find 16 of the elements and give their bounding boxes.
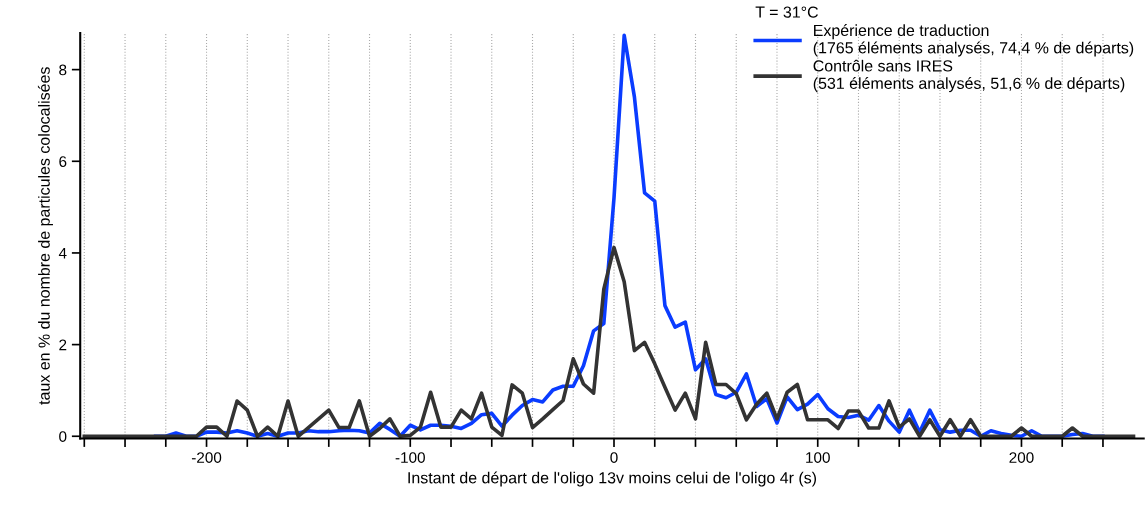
x-tick-label: 200 [1009, 452, 1034, 463]
line-series [82, 245, 1136, 439]
y-tick-label: 2 [59, 339, 67, 351]
legend-title: T = 31°C [755, 6, 818, 18]
legend-label: Expérience de traduction (1765 éléments analysés, 74,4 % de départs) [813, 24, 1134, 57]
y-tick-label: 0 [59, 431, 67, 442]
legend-label: Contrôle sans IRES (531 éléments analysés, 51,6 % de départs) [813, 59, 1125, 93]
x-tick-label: 100 [806, 452, 830, 463]
x-tick-label: -100 [395, 452, 425, 463]
x-axis-title: Instant de départ de l'oligo 13v moins celui de l'oligo 4r (s) [408, 471, 817, 487]
y-axis-title: taux en % du nombre de particules colocalisées [37, 67, 53, 405]
x-tick-label: 0 [610, 452, 618, 463]
y-tick-label: 6 [59, 156, 67, 167]
y-tick-label: 4 [58, 247, 67, 259]
y-tick-label: 8 [59, 64, 67, 76]
x-tick-label: -200 [191, 452, 222, 463]
